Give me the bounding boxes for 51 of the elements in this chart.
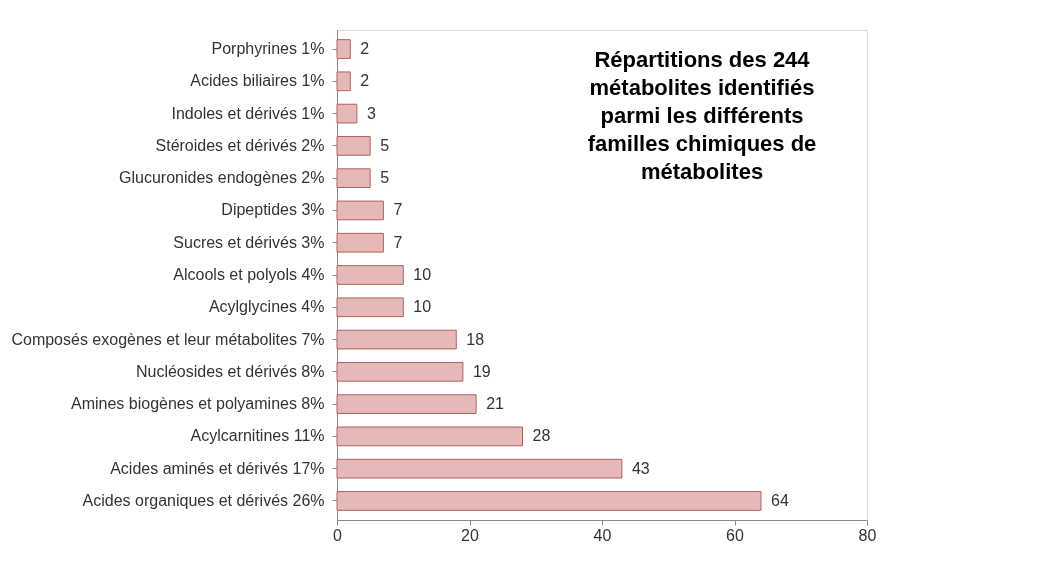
x-tick-label: 40 xyxy=(593,526,612,544)
y-tick-label: Indoles et dérivés 1% xyxy=(171,104,325,122)
bar xyxy=(336,458,623,479)
data-label: 10 xyxy=(413,298,432,316)
bar xyxy=(336,232,384,253)
data-label: 3 xyxy=(366,104,376,122)
data-label: 28 xyxy=(532,427,551,445)
y-tick-label: Nucléosides et dérivés 8% xyxy=(135,362,325,380)
data-label: 19 xyxy=(472,362,491,380)
data-label: 7 xyxy=(393,201,403,219)
bar xyxy=(336,361,464,382)
bar xyxy=(336,103,358,124)
y-tick-label: Acides organiques et dérivés 26% xyxy=(82,491,325,509)
y-tick-label: Stéroides et dérivés 2% xyxy=(155,136,325,154)
bar xyxy=(336,426,523,447)
y-tick-label: Acides aminés et dérivés 17% xyxy=(110,459,325,477)
x-tick-label: 60 xyxy=(726,526,744,544)
bar xyxy=(336,491,762,511)
data-label: 10 xyxy=(413,266,432,283)
y-tick-label: Composés exogènes et leur métabolites 7% xyxy=(11,330,325,348)
data-label: 7 xyxy=(393,233,403,251)
data-label: 64 xyxy=(771,491,789,509)
y-tick-label: Porphyrines 1% xyxy=(211,40,325,58)
y-tick-label: Acides biliaires 1% xyxy=(190,72,325,90)
bar xyxy=(336,168,371,189)
y-tick-label: Sucres et dérivés 3% xyxy=(173,233,325,251)
data-label: 2 xyxy=(360,72,370,90)
data-label: 18 xyxy=(466,330,485,348)
bar xyxy=(336,265,404,285)
x-tick-label: 0 xyxy=(333,526,343,544)
text: Répartitions des 244 métabolites identifiés parmi les différents familles chimiques de métabolites xyxy=(587,47,817,184)
bar xyxy=(336,297,404,318)
y-tick-label: Alcools et polyols 4% xyxy=(173,266,325,283)
bar xyxy=(336,200,384,221)
data-label: 21 xyxy=(486,395,505,413)
y-tick-label: Glucuronides endogènes 2% xyxy=(119,169,325,187)
y-tick-label: Acylcarnitines 11% xyxy=(190,427,325,445)
data-label: 5 xyxy=(380,169,390,187)
bar xyxy=(336,394,477,414)
y-tick-label: Dipeptides 3% xyxy=(221,201,325,219)
x-tick-label: 20 xyxy=(461,526,479,544)
y-tick-label: Amines biogènes et polyamines 8% xyxy=(71,395,325,413)
bar xyxy=(336,39,351,59)
y-tick-label: Acylglycines 4% xyxy=(208,298,325,316)
bar xyxy=(336,329,457,350)
data-label: 43 xyxy=(631,459,650,477)
bar xyxy=(336,136,371,156)
bar xyxy=(336,71,351,92)
x-tick-label: 80 xyxy=(858,526,877,544)
data-label: 5 xyxy=(380,136,390,154)
data-label: 2 xyxy=(360,40,370,58)
